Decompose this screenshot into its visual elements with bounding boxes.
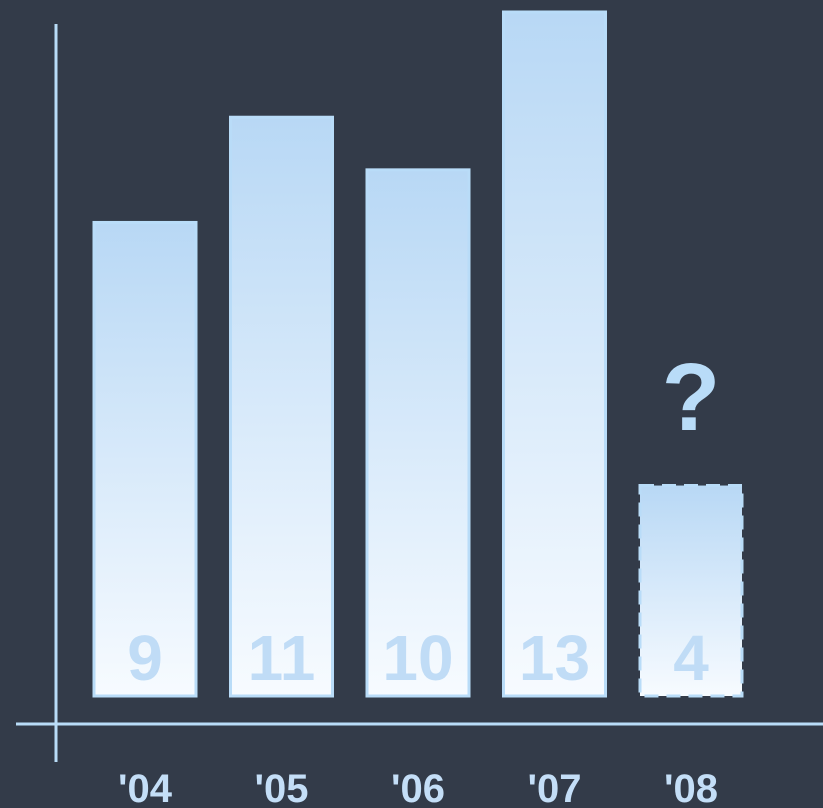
- value-label-04: 9: [127, 622, 163, 694]
- bar-07: [502, 10, 607, 698]
- x-tick-labels-group: '04 '05 '06 '07 '08: [118, 767, 718, 808]
- bars-group: [92, 10, 744, 698]
- x-tick-label-05: '05: [254, 767, 308, 808]
- value-label-07: 13: [519, 622, 590, 694]
- value-labels-group: 9 11 10 13 4: [127, 622, 709, 694]
- bar-06: [365, 168, 471, 698]
- question-mark-annotation: ?: [662, 344, 721, 451]
- value-label-05: 11: [248, 622, 316, 694]
- value-label-08: 4: [673, 622, 709, 694]
- x-tick-label-04: '04: [118, 767, 173, 808]
- x-tick-label-08: '08: [664, 767, 718, 808]
- value-label-06: 10: [382, 622, 453, 694]
- x-tick-label-06: '06: [391, 767, 445, 808]
- bar-08: [638, 484, 744, 698]
- bar-05: [229, 115, 334, 698]
- x-tick-label-07: '07: [527, 767, 581, 808]
- bar-04: [92, 220, 198, 698]
